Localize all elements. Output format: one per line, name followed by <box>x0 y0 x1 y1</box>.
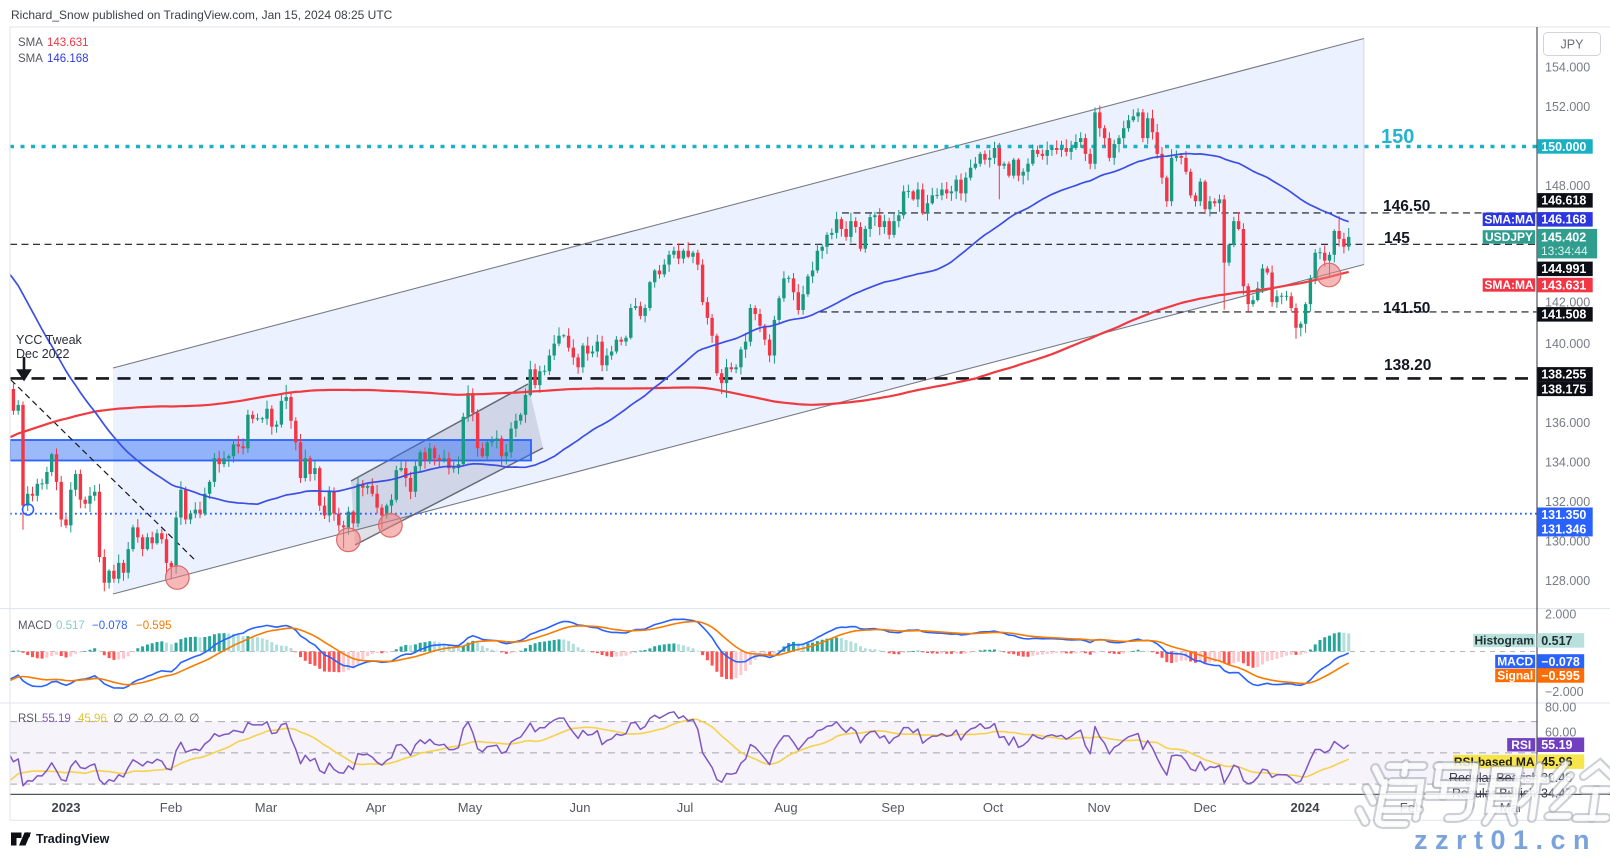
svg-text:−0.078: −0.078 <box>1541 655 1580 669</box>
svg-text:13:34:44: 13:34:44 <box>1541 244 1588 258</box>
svg-text:128.000: 128.000 <box>1545 574 1590 588</box>
svg-text:145: 145 <box>1384 230 1410 247</box>
svg-text:136.000: 136.000 <box>1545 416 1590 430</box>
svg-text:130.000: 130.000 <box>1545 535 1590 549</box>
svg-text:USDJPY: USDJPY <box>1485 230 1533 244</box>
svg-text:80.00: 80.00 <box>1545 700 1576 714</box>
svg-text:138.175: 138.175 <box>1541 382 1586 396</box>
svg-text:Oct: Oct <box>983 800 1004 815</box>
svg-text:∅: ∅ <box>113 711 123 725</box>
svg-text:140.000: 140.000 <box>1545 337 1590 351</box>
svg-text:RSI: RSI <box>18 713 37 725</box>
svg-text:Jul: Jul <box>677 800 694 815</box>
svg-text:May: May <box>458 800 483 815</box>
svg-text:60.00: 60.00 <box>1545 726 1576 740</box>
svg-text:145.402: 145.402 <box>1541 230 1586 244</box>
svg-text:146.618: 146.618 <box>1541 194 1586 208</box>
svg-text:154.000: 154.000 <box>1545 60 1590 74</box>
svg-text:Richard_Snow published on Trad: Richard_Snow published on TradingView.co… <box>11 8 393 22</box>
svg-text:131.350: 131.350 <box>1541 508 1586 522</box>
svg-text:146.168: 146.168 <box>1541 213 1586 227</box>
svg-text:0.517: 0.517 <box>1541 634 1572 648</box>
svg-text:143.631: 143.631 <box>1541 278 1586 292</box>
svg-text:144.991: 144.991 <box>1541 262 1586 276</box>
svg-text:2023: 2023 <box>52 800 81 815</box>
svg-text:134.000: 134.000 <box>1545 456 1590 470</box>
svg-text:−2.000: −2.000 <box>1545 685 1584 699</box>
svg-text:148.000: 148.000 <box>1545 179 1590 193</box>
svg-text:150.000: 150.000 <box>1541 140 1586 154</box>
svg-text:138.20: 138.20 <box>1384 357 1431 374</box>
svg-text:∅: ∅ <box>189 711 199 725</box>
svg-text:Dec 2022: Dec 2022 <box>16 347 70 361</box>
svg-text:RSI: RSI <box>1511 738 1531 752</box>
svg-text:−0.595: −0.595 <box>136 620 172 632</box>
svg-text:∅: ∅ <box>159 711 169 725</box>
svg-text:MACD: MACD <box>18 620 52 632</box>
svg-text:55.19: 55.19 <box>1541 738 1572 752</box>
svg-text:Jun: Jun <box>570 800 591 815</box>
svg-text:Mar: Mar <box>255 800 278 815</box>
svg-text:Nov: Nov <box>1087 800 1111 815</box>
svg-text:∅: ∅ <box>128 711 138 725</box>
svg-text:zzrt01.cn: zzrt01.cn <box>1414 825 1597 855</box>
svg-text:−0.078: −0.078 <box>92 620 128 632</box>
svg-text:SMA:MA: SMA:MA <box>1484 278 1534 292</box>
svg-text:141.508: 141.508 <box>1541 308 1586 322</box>
svg-text:131.346: 131.346 <box>1541 523 1586 537</box>
svg-text:∅: ∅ <box>174 711 184 725</box>
svg-text:45.96: 45.96 <box>78 713 107 725</box>
svg-text:Dec: Dec <box>1193 800 1217 815</box>
svg-text:2.000: 2.000 <box>1545 607 1576 621</box>
svg-text:141.50: 141.50 <box>1383 300 1430 317</box>
svg-text:JPY: JPY <box>1561 38 1585 52</box>
svg-text:Feb: Feb <box>160 800 182 815</box>
svg-text:146.50: 146.50 <box>1383 198 1430 215</box>
svg-text:SMA: SMA <box>18 53 43 65</box>
svg-text:0.517: 0.517 <box>56 620 85 632</box>
svg-text:142.000: 142.000 <box>1545 296 1590 310</box>
svg-text:143.631: 143.631 <box>47 37 89 49</box>
svg-text:YCC Tweak: YCC Tweak <box>16 333 83 347</box>
svg-text:MACD: MACD <box>1497 655 1533 669</box>
svg-text:Histogram: Histogram <box>1475 634 1534 648</box>
svg-text:152.000: 152.000 <box>1545 100 1590 114</box>
svg-text:138.255: 138.255 <box>1541 368 1586 382</box>
svg-text:132.000: 132.000 <box>1545 495 1590 509</box>
svg-text:Apr: Apr <box>366 800 387 815</box>
svg-text:Sep: Sep <box>881 800 904 815</box>
svg-text:150: 150 <box>1381 126 1414 148</box>
svg-text:SMA:MA: SMA:MA <box>1484 213 1534 227</box>
svg-text:Signal: Signal <box>1497 669 1533 683</box>
svg-text:2024: 2024 <box>1291 800 1321 815</box>
svg-text:Aug: Aug <box>774 800 797 815</box>
svg-text:−0.595: −0.595 <box>1541 669 1580 683</box>
svg-text:∅: ∅ <box>143 711 153 725</box>
svg-text:SMA: SMA <box>18 37 43 49</box>
svg-text:55.19: 55.19 <box>42 713 71 725</box>
svg-text:146.168: 146.168 <box>47 53 89 65</box>
svg-text:TradingView: TradingView <box>36 832 110 846</box>
